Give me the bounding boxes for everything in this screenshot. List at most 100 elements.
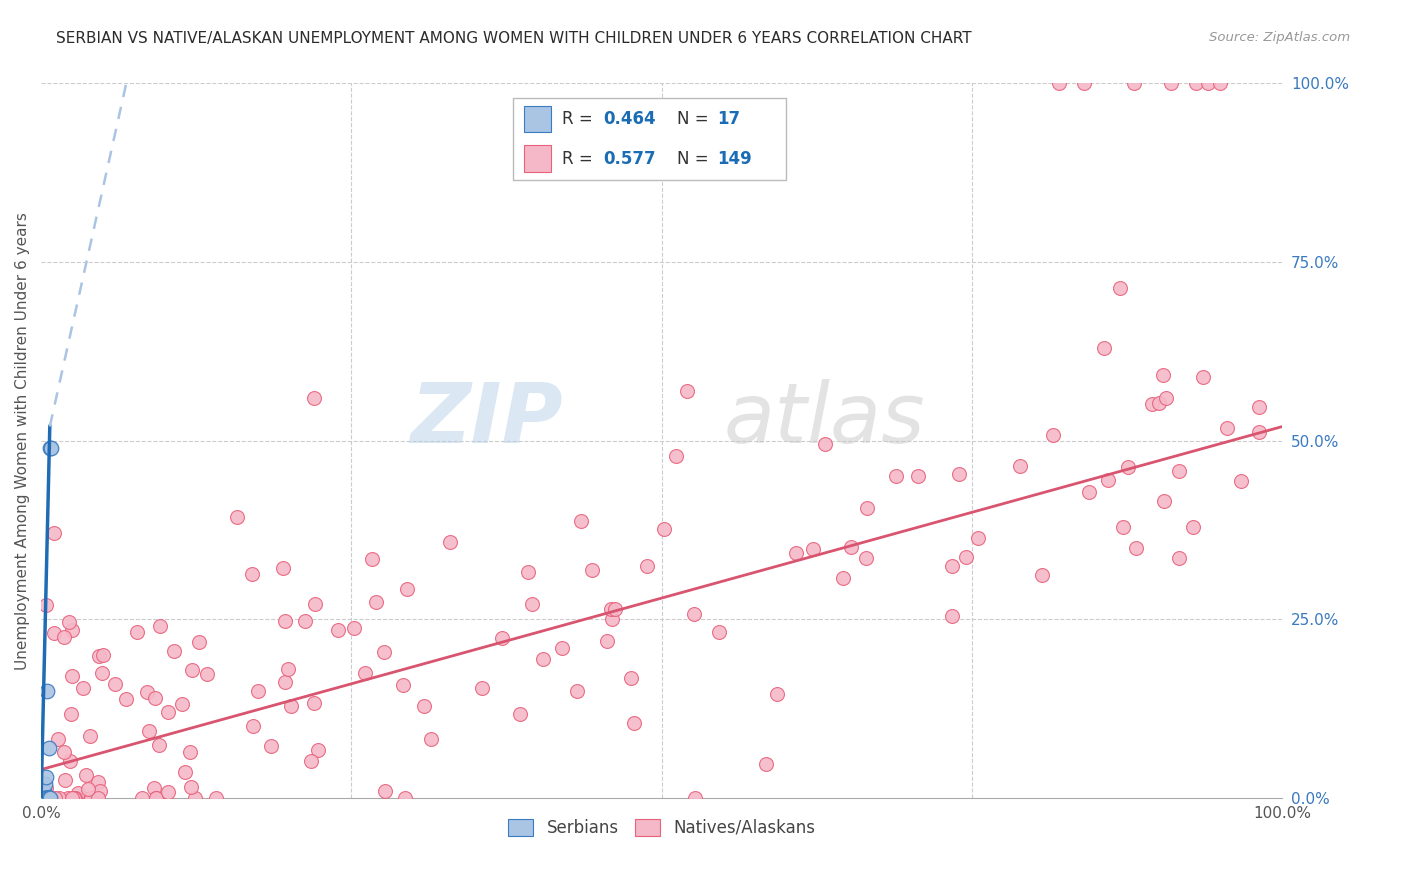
Point xyxy=(242,719,264,733)
Point xyxy=(343,621,366,635)
Point xyxy=(37,684,59,698)
Point xyxy=(509,707,531,722)
Point xyxy=(941,559,963,574)
Point xyxy=(136,685,159,699)
Point xyxy=(1167,550,1189,565)
Point xyxy=(302,391,325,405)
Point xyxy=(72,791,94,805)
Point xyxy=(1077,484,1099,499)
Point xyxy=(104,677,127,691)
Point xyxy=(52,745,75,759)
Point xyxy=(1125,541,1147,555)
Point xyxy=(955,550,977,565)
Point xyxy=(1042,428,1064,442)
Point xyxy=(682,607,704,622)
Point xyxy=(294,614,316,628)
Point xyxy=(1209,77,1232,91)
Point xyxy=(1149,396,1171,410)
Text: atlas: atlas xyxy=(724,379,925,460)
Point xyxy=(1047,77,1070,91)
Point xyxy=(62,791,84,805)
Point xyxy=(581,563,603,577)
Point xyxy=(299,754,322,768)
Point xyxy=(31,791,53,805)
Point xyxy=(39,441,62,455)
Point xyxy=(31,791,53,805)
Point xyxy=(1152,368,1174,383)
Point xyxy=(302,696,325,710)
Point xyxy=(226,510,249,524)
Point xyxy=(187,635,209,649)
Point xyxy=(948,467,970,481)
Point xyxy=(163,644,186,658)
Point xyxy=(1197,77,1219,91)
Point xyxy=(34,781,56,796)
Point xyxy=(675,384,697,398)
Point xyxy=(636,559,658,574)
Point xyxy=(34,791,56,805)
Point xyxy=(373,645,395,659)
Point xyxy=(173,764,195,779)
Point xyxy=(471,681,494,695)
Text: SERBIAN VS NATIVE/ALASKAN UNEMPLOYMENT AMONG WOMEN WITH CHILDREN UNDER 6 YEARS C: SERBIAN VS NATIVE/ALASKAN UNEMPLOYMENT A… xyxy=(56,31,972,46)
Text: ZIP: ZIP xyxy=(411,379,562,460)
Point xyxy=(38,741,60,756)
Point xyxy=(35,598,58,612)
Point xyxy=(46,732,69,747)
Point xyxy=(60,669,83,683)
Point xyxy=(569,514,592,528)
Point xyxy=(58,615,80,629)
Point xyxy=(58,791,80,805)
Point xyxy=(53,630,76,644)
Point xyxy=(93,648,115,662)
Point xyxy=(1153,493,1175,508)
Point xyxy=(80,791,103,805)
Point xyxy=(32,784,55,798)
Point xyxy=(831,571,853,585)
Point xyxy=(277,662,299,676)
Point xyxy=(37,791,59,805)
Point xyxy=(127,625,149,640)
Point xyxy=(274,614,297,628)
Y-axis label: Unemployment Among Women with Children Under 6 years: Unemployment Among Women with Children U… xyxy=(15,212,30,670)
Point xyxy=(90,666,112,681)
Point xyxy=(531,651,554,665)
Point xyxy=(941,608,963,623)
Point xyxy=(1215,421,1237,435)
Point xyxy=(1116,459,1139,474)
Point xyxy=(179,746,201,760)
Point xyxy=(551,641,574,656)
Point xyxy=(157,706,180,720)
Point xyxy=(801,542,824,557)
Point xyxy=(1008,458,1031,473)
Point xyxy=(34,777,56,791)
Point xyxy=(395,582,418,596)
Point xyxy=(184,791,207,805)
Point xyxy=(354,665,377,680)
Point xyxy=(195,667,218,681)
Point xyxy=(38,791,60,805)
Point xyxy=(516,565,538,579)
Point xyxy=(1192,369,1215,384)
Point xyxy=(1112,520,1135,534)
Point xyxy=(38,791,60,805)
Point xyxy=(34,791,56,805)
Point xyxy=(59,754,82,768)
Point xyxy=(707,625,730,640)
Point xyxy=(307,743,329,757)
Point xyxy=(170,697,193,711)
Point xyxy=(1154,392,1177,406)
Legend: Serbians, Natives/Alaskans: Serbians, Natives/Alaskans xyxy=(502,812,823,844)
Point xyxy=(34,791,56,805)
Point xyxy=(38,441,60,455)
Point xyxy=(855,551,877,566)
Point xyxy=(247,683,270,698)
Point xyxy=(394,791,416,805)
Point xyxy=(755,756,778,771)
Point xyxy=(439,535,461,549)
Point xyxy=(1247,425,1270,439)
Point xyxy=(86,791,108,805)
Point xyxy=(87,649,110,664)
Point xyxy=(271,561,294,575)
Point xyxy=(60,623,83,637)
